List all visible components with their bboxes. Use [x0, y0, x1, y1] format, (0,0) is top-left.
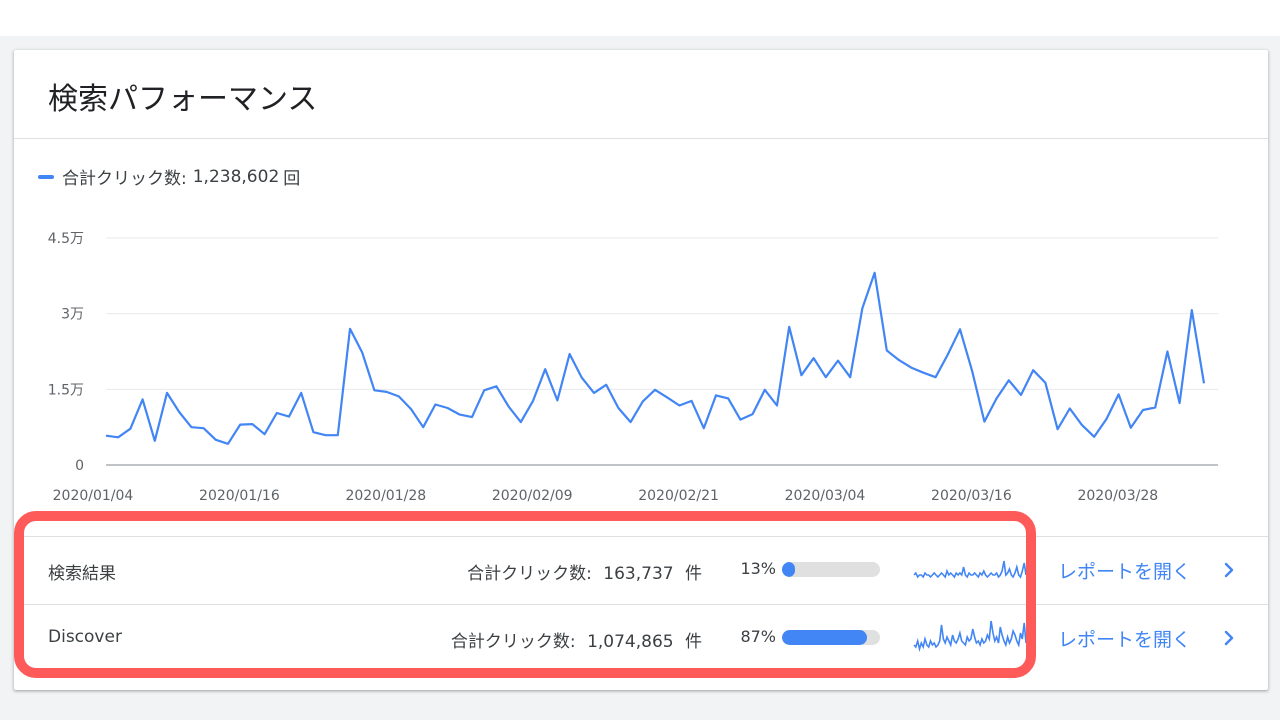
x-tick-label: 2020/01/16 [199, 488, 280, 504]
chevron-right-icon[interactable] [1220, 561, 1238, 579]
y-tick-label: 1.5万 [48, 382, 84, 398]
series-line-clicks [105, 271, 1206, 445]
row-metric: 合計クリック数: 1,074,865 件 [451, 627, 702, 652]
metric-value: 163,737 [603, 564, 674, 584]
metric-label: 合計クリック数: [450, 632, 576, 652]
card-title: 検索パフォーマンス [48, 82, 318, 117]
legend-swatch [38, 174, 54, 179]
page-top-band [0, 0, 1280, 36]
row-search-results: 検索結果 合計クリック数: 163,737 件 13% レポートを開く [14, 536, 1268, 604]
row-name: Discover [48, 627, 122, 647]
chart-grid [106, 237, 1218, 466]
row-discover: Discover 合計クリック数: 1,074,865 件 87% レポートを開… [14, 604, 1268, 672]
x-tick-label: 2020/03/16 [931, 488, 1012, 504]
chart-x-axis: 2020/01/04 2020/01/16 2020/01/28 2020/02/09… [53, 488, 1159, 504]
x-tick-label: 2020/02/21 [638, 488, 719, 504]
y-tick-label: 3万 [61, 307, 84, 323]
sparkline-path [913, 560, 1027, 579]
legend-unit: 回 [283, 169, 301, 189]
y-tick-label: 4.5万 [48, 231, 84, 247]
breakdown-table: 検索結果 合計クリック数: 163,737 件 13% レポートを開く Disc… [14, 536, 1268, 672]
chevron-right-icon[interactable] [1220, 629, 1238, 647]
x-tick-label: 2020/03/28 [1077, 488, 1158, 504]
search-performance-card: 検索パフォーマンス 合計クリック数: 1,238,602 回 0 1.5万 3万 4.… [14, 50, 1268, 690]
x-tick-label: 2020/01/28 [345, 488, 426, 504]
percent-bar [782, 630, 880, 645]
percent-label: 13% [740, 559, 776, 578]
percent-label: 87% [740, 627, 776, 646]
row-metric: 合計クリック数: 163,737 件 [467, 559, 702, 584]
percent-bar-fill [782, 630, 868, 645]
legend-label: 合計クリック数: [62, 169, 187, 189]
card-header: 検索パフォーマンス [14, 50, 1268, 139]
percent-bar [782, 562, 880, 577]
y-tick-label: 0 [75, 458, 84, 474]
sparkline-path [913, 620, 1027, 653]
chart-y-axis: 0 1.5万 3万 4.5万 [48, 231, 84, 474]
percent-bar-fill [782, 562, 795, 577]
x-tick-label: 2020/03/04 [785, 488, 866, 504]
open-report-link[interactable]: レポートを開く [1058, 629, 1192, 651]
row-name: 検索結果 [48, 564, 116, 584]
metric-label: 合計クリック数: [467, 564, 592, 584]
open-report-link[interactable]: レポートを開く [1058, 561, 1192, 583]
x-tick-label: 2020/01/04 [53, 488, 134, 504]
metric-unit: 件 [685, 564, 702, 584]
x-tick-label: 2020/02/09 [492, 488, 573, 504]
sparkline [913, 560, 1027, 579]
series-points [105, 272, 1205, 444]
metric-unit: 件 [685, 632, 702, 652]
chart-legend: 合計クリック数: 1,238,602 回 [38, 164, 300, 189]
sparkline [913, 620, 1027, 653]
legend-value: 1,238,602 [192, 166, 280, 187]
metric-value: 1,074,865 [587, 632, 674, 652]
